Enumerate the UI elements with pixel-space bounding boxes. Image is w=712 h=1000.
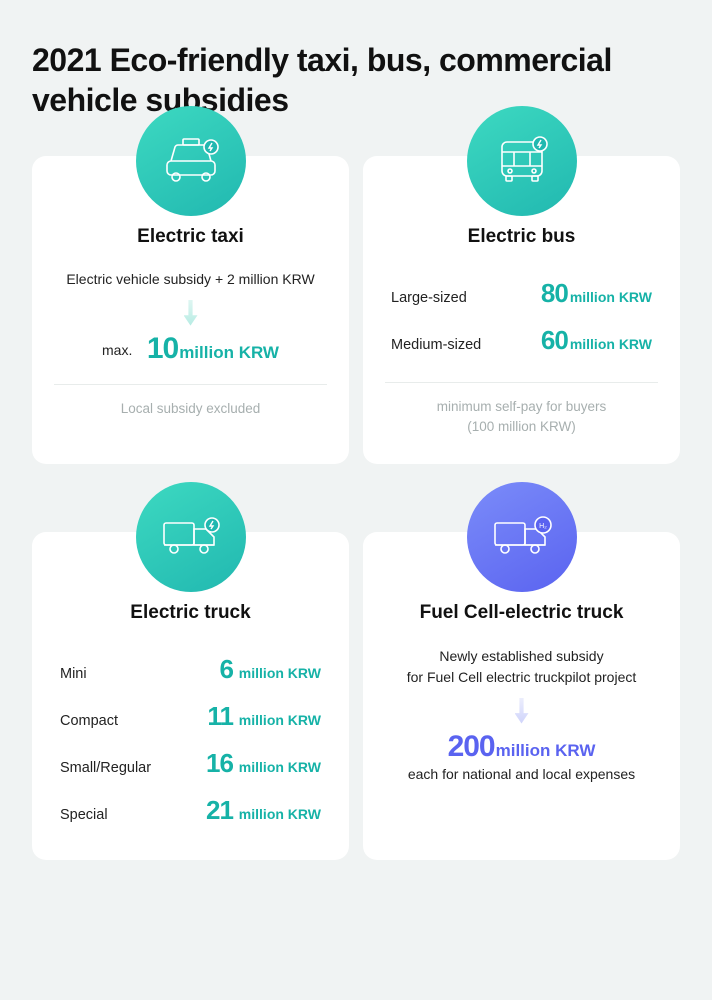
truck-row-unit: million KRW (235, 806, 321, 822)
truck-row: Small/Regular 16 million KRW (54, 740, 327, 787)
taxi-amount-num: 10 (147, 332, 178, 365)
bus-row-unit: million KRW (570, 336, 652, 352)
page-title: 2021 Eco-friendly taxi, bus, commercial … (32, 40, 680, 120)
truck-row-num: 11 (207, 701, 233, 731)
taxi-max-prefix: max. (102, 342, 132, 358)
taxi-title: Electric taxi (54, 226, 327, 248)
fuelcell-title: Fuel Cell-electric truck (385, 602, 658, 624)
bus-row-label: Medium-sized (391, 337, 481, 353)
taxi-footnote: Local subsidy excluded (54, 399, 327, 419)
card-fuelcell-truck: H₂ Fuel Cell-electric truck Newly establ… (363, 532, 680, 860)
taxi-amount: max. 10million KRW (54, 332, 327, 366)
bus-icon (467, 106, 577, 216)
truck-row-label: Special (60, 807, 108, 823)
fuelcell-amount-num: 200 (448, 730, 495, 763)
truck-row-num: 16 (206, 748, 233, 778)
truck-title: Electric truck (54, 602, 327, 624)
taxi-subline: Electric vehicle subsidy + 2 million KRW (54, 270, 327, 290)
fuelcell-truck-icon: H₂ (467, 482, 577, 592)
truck-icon (136, 482, 246, 592)
taxi-icon (136, 106, 246, 216)
truck-row-label: Mini (60, 666, 87, 682)
truck-row-label: Small/Regular (60, 760, 151, 776)
bus-row: Medium-sized 60million KRW (385, 317, 658, 364)
truck-row: Mini 6 million KRW (54, 646, 327, 693)
divider (385, 382, 658, 383)
truck-row-unit: million KRW (235, 665, 321, 681)
truck-row-num: 21 (206, 795, 233, 825)
card-electric-taxi: Electric taxi Electric vehicle subsidy +… (32, 156, 349, 464)
truck-rows: Mini 6 million KRW Compact 11 million KR… (54, 646, 327, 834)
bus-row-unit: million KRW (570, 289, 652, 305)
card-electric-truck: Electric truck Mini 6 million KRW Compac… (32, 532, 349, 860)
fuelcell-desc: Newly established subsidy for Fuel Cell … (385, 646, 658, 688)
truck-row-num: 6 (219, 654, 232, 684)
bus-footnote: minimum self-pay for buyers (100 million… (385, 397, 658, 438)
bus-row-num: 80 (541, 278, 568, 308)
taxi-amount-unit: million KRW (179, 343, 279, 362)
truck-row: Compact 11 million KRW (54, 693, 327, 740)
truck-row-unit: million KRW (235, 712, 321, 728)
bus-title: Electric bus (385, 226, 658, 248)
truck-row-unit: million KRW (235, 759, 321, 775)
bus-row: Large-sized 80million KRW (385, 270, 658, 317)
truck-row-label: Compact (60, 713, 118, 729)
arrow-down-icon (515, 698, 529, 724)
svg-text:H₂: H₂ (539, 523, 547, 530)
arrow-down-icon (184, 300, 198, 326)
divider (54, 384, 327, 385)
cards-grid: Electric taxi Electric vehicle subsidy +… (32, 156, 680, 860)
bus-row-num: 60 (541, 325, 568, 355)
card-electric-bus: Electric bus Large-sized 80million KRW M… (363, 156, 680, 464)
fuelcell-amount: 200million KRW (385, 730, 658, 764)
bus-rows: Large-sized 80million KRW Medium-sized 6… (385, 270, 658, 364)
bus-row-label: Large-sized (391, 290, 467, 306)
fuelcell-subline: each for national and local expenses (385, 766, 658, 782)
fuelcell-amount-unit: million KRW (496, 741, 596, 760)
truck-row: Special 21 million KRW (54, 787, 327, 834)
